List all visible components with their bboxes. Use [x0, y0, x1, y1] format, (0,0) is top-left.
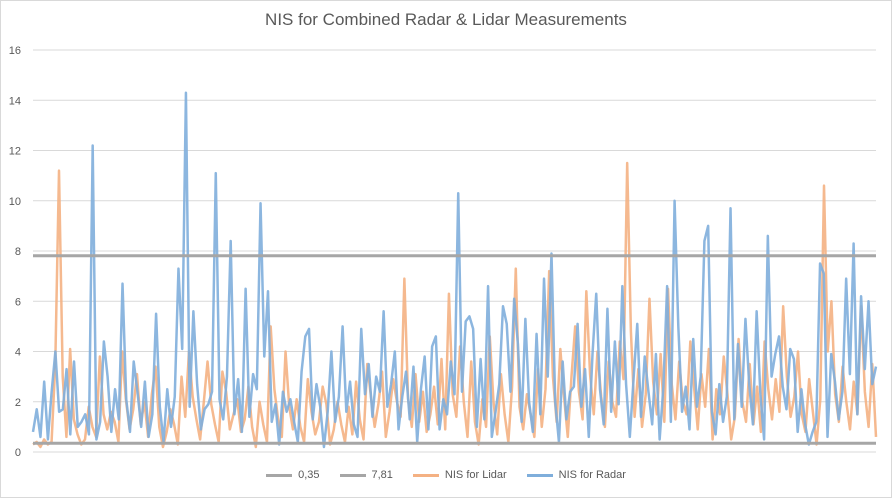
- series-line-radar: [31, 91, 878, 449]
- legend-item-threshold-high: 7,81: [339, 469, 393, 481]
- y-tick-label: 2: [15, 397, 21, 409]
- y-tick-label: 4: [15, 347, 21, 359]
- y-tick-label: 10: [9, 196, 21, 208]
- legend-label-threshold-low: 0,35: [298, 469, 320, 481]
- legend-swatch-threshold-low: [266, 473, 293, 477]
- y-tick-label: 12: [9, 146, 21, 158]
- legend-item-lidar: NIS for Lidar: [412, 469, 507, 481]
- legend-swatch-lidar: [412, 473, 439, 477]
- legend-item-threshold-low: 0,35: [266, 469, 320, 481]
- chart-title: NIS for Combined Radar & Lidar Measureme…: [265, 10, 627, 29]
- y-tick-label: 6: [15, 296, 21, 308]
- legend-label-threshold-high: 7,81: [371, 469, 393, 481]
- legend-item-radar: NIS for Radar: [526, 469, 626, 481]
- legend-label-radar: NIS for Radar: [558, 469, 626, 481]
- legend-label-lidar: NIS for Lidar: [444, 469, 507, 481]
- y-axis-ticks: 0 2 4 6 8 10 12 14 16: [9, 45, 21, 459]
- legend-swatch-radar: [526, 473, 553, 477]
- y-tick-label: 16: [9, 45, 21, 57]
- y-tick-label: 8: [15, 246, 21, 258]
- legend-swatch-threshold-high: [339, 473, 366, 477]
- y-tick-label: 0: [15, 447, 21, 459]
- y-tick-label: 14: [9, 95, 21, 107]
- series-lines: [31, 91, 878, 449]
- legend: 0,35 7,81 NIS for Lidar NIS for Radar: [0, 469, 892, 481]
